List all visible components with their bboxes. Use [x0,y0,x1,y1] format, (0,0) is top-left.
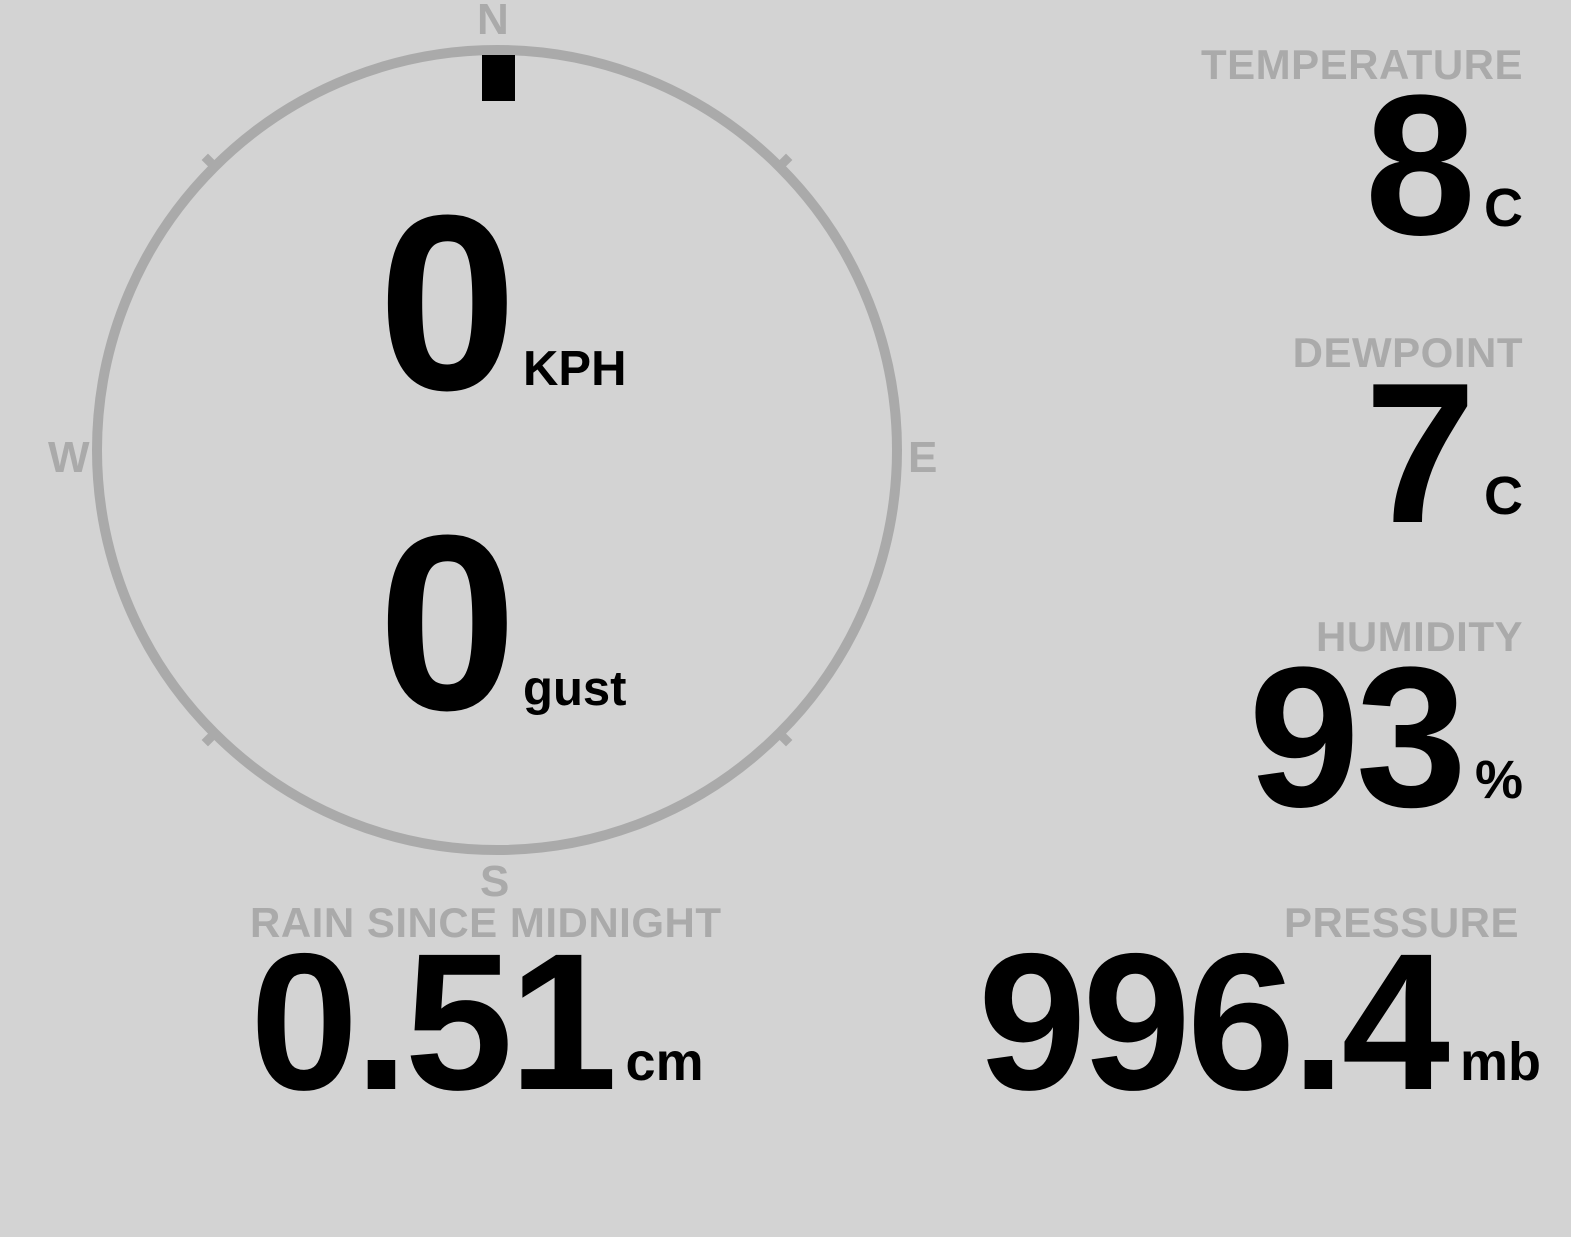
metric-dewpoint: DEWPOINT 7 C [903,329,1523,565]
humidity-value: 93 [1248,626,1467,849]
compass-tick-ne [774,153,793,172]
pressure-label: PRESSURE [1283,899,1519,946]
compass-tick-sw [201,728,220,747]
humidity-readout: 93 % [903,626,1523,849]
pressure-readout: 996.4 mb [891,913,1541,1131]
compass-tick-se [774,728,793,747]
compass-tick-nw [201,153,220,172]
wind-speed-unit: KPH [523,341,627,396]
temperature-value: 8 [1364,54,1476,277]
temperature-label: TEMPERATURE [1200,41,1523,88]
compass-label-north: N [477,0,509,44]
compass-label-west: W [48,433,90,482]
wind-gust-value: 0 [378,483,517,762]
temperature-unit: C [1484,177,1523,238]
wind-speed-readout: 0 KPH [378,163,627,442]
humidity-label: HUMIDITY [1316,613,1523,660]
dewpoint-value: 7 [1364,342,1476,565]
compass-label-east: E [908,433,938,482]
wind-gust-readout: 0 gust [378,483,627,762]
pressure-value: 996.4 [978,913,1450,1131]
dewpoint-readout: 7 C [903,342,1523,565]
wind-gust-unit: gust [523,661,627,716]
wind-compass-dial: N S W E 0 KPH 0 gust [0,0,1000,904]
metric-pressure: PRESSURE 996.4 mb [891,899,1541,1131]
rain-unit: cm [625,1031,704,1092]
metric-rain: RAIN SINCE MIDNIGHT 0.51 cm [250,899,850,1131]
compass-label-south: S [480,857,510,906]
pressure-unit: mb [1460,1031,1541,1092]
compass-ring-circle [92,45,902,855]
rain-readout: 0.51 cm [250,913,850,1131]
dewpoint-unit: C [1484,465,1523,526]
metric-temperature: TEMPERATURE 8 C [903,41,1523,277]
dewpoint-label: DEWPOINT [1292,329,1523,376]
rain-label: RAIN SINCE MIDNIGHT [250,899,722,946]
metric-humidity: HUMIDITY 93 % [903,613,1523,849]
wind-speed-value: 0 [378,163,517,442]
wind-direction-marker-icon [482,55,515,101]
humidity-unit: % [1474,749,1523,810]
compass-ring-svg [92,45,902,855]
rain-value: 0.51 [250,913,618,1131]
temperature-readout: 8 C [903,54,1523,277]
compass-tick-marks [201,153,793,747]
